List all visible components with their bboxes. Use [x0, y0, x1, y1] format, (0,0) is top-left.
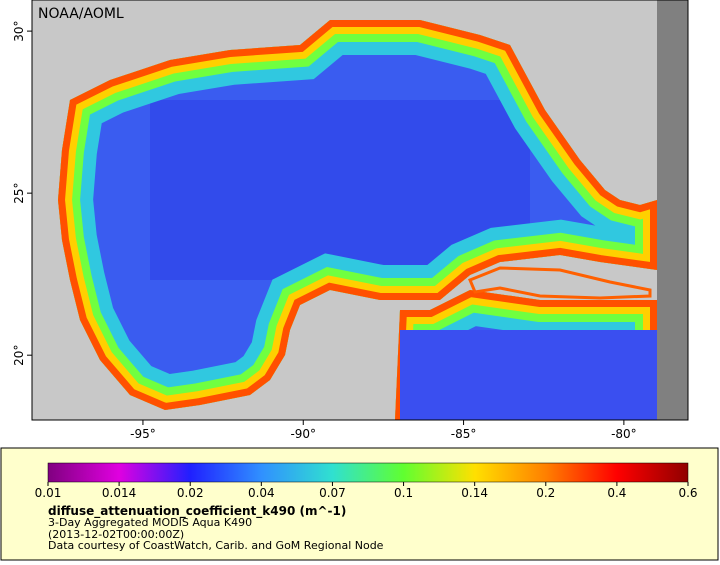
colorbar-tick-label: 0.6: [678, 486, 697, 500]
y-tick-label: 25°: [12, 183, 26, 204]
colorbar: [47, 462, 689, 483]
colorbar-tick-label: 0.01: [35, 486, 62, 500]
colorbar-tick-label: 0.02: [177, 486, 204, 500]
x-tick-label: -85°: [451, 427, 477, 441]
y-tick-label: 20°: [12, 345, 26, 366]
cuba: [468, 266, 652, 300]
y-tick-label: 30°: [12, 20, 26, 41]
map: NOAA/AOML: [31, 0, 689, 421]
map-frame: [31, 0, 689, 421]
variable-name: diffuse_attenuation_coefficient_k490 (m^…: [48, 504, 346, 519]
colorbar-tick-label: 0.1: [394, 486, 413, 500]
x-tick-label: -90°: [290, 427, 316, 441]
colorbar-tick-label: 0.04: [248, 486, 275, 500]
source: Data courtesy of CoastWatch, Carib. and …: [48, 539, 384, 552]
x-tick-label: -95°: [130, 427, 156, 441]
x-tick-label: -80°: [611, 427, 637, 441]
colorbar-tick-label: 0.07: [319, 486, 346, 500]
colorbar-tick-label: 0.014: [102, 486, 136, 500]
colorbar-tick-label: 0.4: [607, 486, 626, 500]
colorbar-tick-label: 0.2: [536, 486, 555, 500]
credit: NOAA/AOML: [38, 6, 124, 22]
colorbar-tick-label: 0.14: [461, 486, 488, 500]
no-data: [657, 0, 688, 420]
yucatan: [300, 300, 395, 420]
time: (2013-12-02T00:00:00Z): [48, 528, 184, 541]
description: 3-Day Aggregated MODIS Aqua K490: [48, 516, 252, 529]
